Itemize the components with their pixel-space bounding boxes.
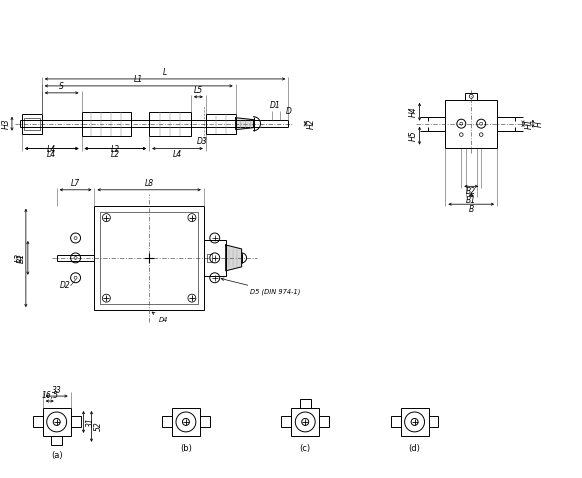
Text: 31: 31 bbox=[86, 417, 94, 427]
Text: D3: D3 bbox=[197, 137, 207, 146]
Bar bbox=[149, 112, 191, 136]
Text: B1: B1 bbox=[17, 253, 26, 263]
Bar bbox=[24, 118, 40, 130]
Text: 16,5: 16,5 bbox=[41, 391, 58, 400]
Text: B2: B2 bbox=[466, 187, 476, 196]
Text: B1: B1 bbox=[466, 196, 476, 205]
Text: H4: H4 bbox=[409, 107, 417, 117]
Text: D4: D4 bbox=[152, 312, 168, 323]
Text: (d): (d) bbox=[409, 444, 421, 453]
Text: (a): (a) bbox=[51, 451, 62, 460]
Bar bbox=[319, 416, 329, 427]
Text: L3: L3 bbox=[15, 253, 24, 262]
Text: L2: L2 bbox=[111, 145, 120, 154]
Bar bbox=[33, 416, 42, 427]
Bar bbox=[292, 408, 319, 436]
Text: D5 (DIN 974-1): D5 (DIN 974-1) bbox=[221, 278, 300, 295]
Text: L: L bbox=[163, 68, 167, 77]
Bar bbox=[101, 212, 198, 304]
Text: L7: L7 bbox=[71, 179, 80, 188]
Bar bbox=[22, 114, 42, 134]
Bar bbox=[70, 416, 80, 427]
Bar bbox=[162, 416, 172, 427]
Bar bbox=[206, 114, 236, 134]
Bar bbox=[200, 416, 210, 427]
Text: H1: H1 bbox=[525, 119, 534, 129]
Polygon shape bbox=[236, 118, 254, 130]
Bar bbox=[465, 93, 477, 100]
Text: L4: L4 bbox=[47, 145, 56, 154]
Bar bbox=[204, 240, 226, 276]
Bar bbox=[281, 416, 292, 427]
Bar bbox=[94, 206, 204, 310]
Text: L8: L8 bbox=[144, 179, 154, 188]
Text: B: B bbox=[469, 205, 474, 214]
Text: D1: D1 bbox=[270, 101, 281, 110]
Text: H: H bbox=[535, 121, 544, 127]
Text: S: S bbox=[59, 82, 64, 91]
Bar bbox=[81, 112, 132, 136]
Bar bbox=[172, 408, 200, 436]
Polygon shape bbox=[226, 245, 242, 271]
Text: (c): (c) bbox=[300, 444, 311, 453]
Bar bbox=[391, 416, 400, 427]
Text: L4: L4 bbox=[173, 150, 182, 159]
Text: L2: L2 bbox=[111, 150, 120, 159]
Bar bbox=[51, 436, 62, 445]
Bar bbox=[445, 100, 497, 148]
Text: D: D bbox=[286, 107, 292, 116]
Text: (b): (b) bbox=[180, 444, 192, 453]
Text: 33: 33 bbox=[52, 386, 62, 394]
Text: H5: H5 bbox=[409, 130, 417, 141]
Text: L1: L1 bbox=[134, 76, 143, 85]
Text: 52: 52 bbox=[94, 422, 102, 431]
Text: L4: L4 bbox=[47, 150, 56, 159]
Text: H2: H2 bbox=[307, 119, 316, 129]
Bar bbox=[428, 416, 438, 427]
Bar bbox=[300, 399, 311, 408]
Bar bbox=[207, 254, 212, 262]
Bar bbox=[400, 408, 428, 436]
Text: H3: H3 bbox=[2, 119, 11, 129]
Text: D2: D2 bbox=[61, 281, 71, 290]
Text: L5: L5 bbox=[194, 87, 203, 95]
Bar bbox=[42, 408, 70, 436]
